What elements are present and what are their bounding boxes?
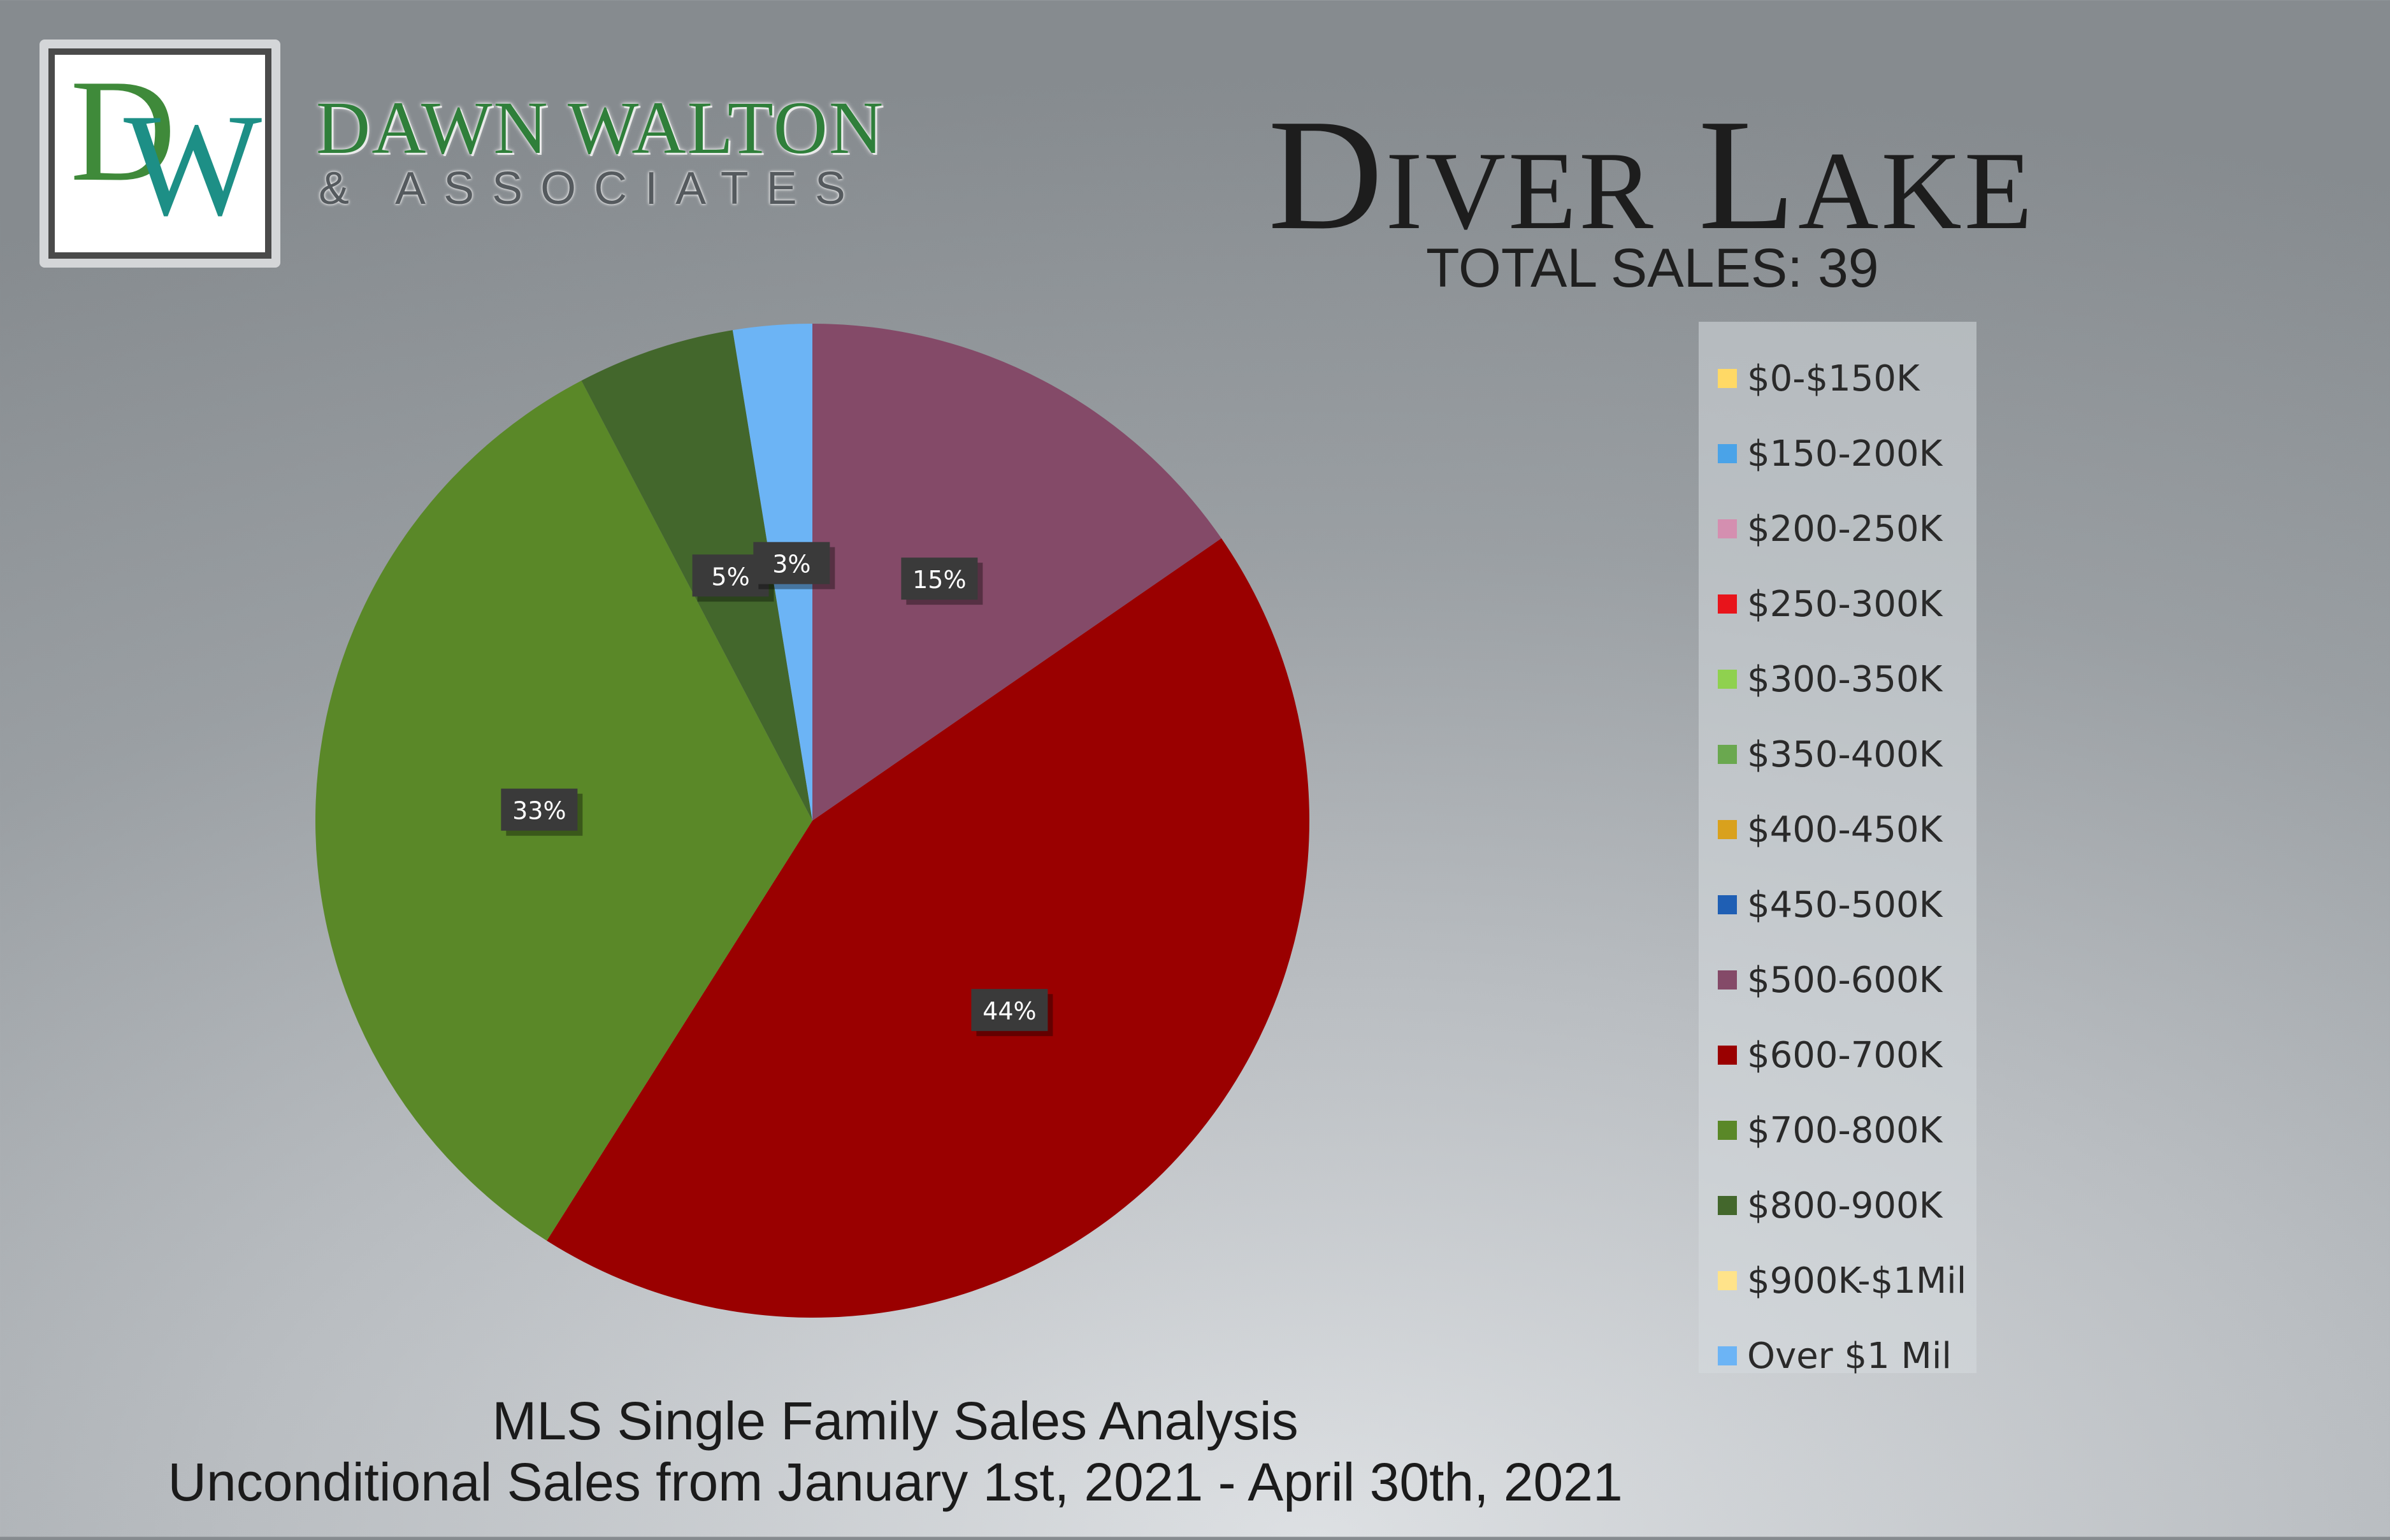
brand-name: DAWN WALTON (316, 86, 885, 169)
legend-item-250-300k: $250-300K (1699, 566, 1976, 642)
legend-item-800-900k: $800-900K (1699, 1168, 1976, 1243)
legend-item-900k-1mil: $900K-$1Mil (1699, 1243, 1976, 1318)
legend-label: $500-600K (1747, 959, 1943, 1001)
total-sales: TOTAL SALES: 39 (1426, 238, 1879, 299)
legend-swatch (1718, 1346, 1737, 1365)
legend-item-0-150k: $0-$150K (1699, 341, 1976, 416)
legend-item-600-700k: $600-700K (1699, 1018, 1976, 1093)
footer-title: MLS Single Family Sales Analysis (492, 1391, 1299, 1451)
legend-swatch (1718, 519, 1737, 538)
legend-item-200-250k: $200-250K (1699, 491, 1976, 566)
legend-item-450-500k: $450-500K (1699, 867, 1976, 942)
legend-label: $200-250K (1747, 508, 1943, 550)
legend-item-700-800k: $700-800K (1699, 1093, 1976, 1168)
legend-swatch (1718, 895, 1737, 914)
data-label-text: 5% (711, 563, 749, 591)
legend-swatch (1718, 594, 1737, 614)
footer-subtitle: Unconditional Sales from January 1st, 20… (168, 1452, 1623, 1512)
legend-label: $150-200K (1747, 433, 1943, 475)
data-label-text: 3% (772, 551, 810, 579)
legend-label: $900K-$1Mil (1747, 1260, 1967, 1302)
legend-swatch (1718, 670, 1737, 689)
legend-swatch (1718, 1196, 1737, 1215)
legend-label: $250-300K (1747, 583, 1943, 625)
pie-slice-500-600k (812, 324, 1221, 821)
data-label-text: 44% (983, 997, 1036, 1025)
legend-item-350-400k: $350-400K (1699, 717, 1976, 792)
pie-slice-600-700k (547, 538, 1310, 1318)
data-label-text: 15% (912, 566, 966, 594)
legend-item-300-350k: $300-350K (1699, 642, 1976, 717)
legend-label: $400-450K (1747, 809, 1943, 851)
logo-letter-d: D (70, 49, 176, 212)
legend-item-150-200k: $150-200K (1699, 416, 1976, 491)
legend-label: $300-350K (1747, 658, 1943, 700)
legend-label: $700-800K (1747, 1109, 1943, 1151)
legend-swatch (1718, 369, 1737, 388)
legend-swatch (1718, 444, 1737, 463)
legend-label: $600-700K (1747, 1034, 1943, 1076)
data-label-over-1-mil: 3% (753, 542, 835, 589)
legend-label: $450-500K (1747, 884, 1943, 926)
legend-label: $800-900K (1747, 1184, 1943, 1227)
brand-subtitle: & ASSOCIATES (319, 163, 863, 214)
legend-item-400-450k: $400-450K (1699, 792, 1976, 867)
legend-swatch (1718, 745, 1737, 764)
data-label-500-600k: 15% (901, 558, 983, 605)
legend-item-500-600k: $500-600K (1699, 942, 1976, 1018)
data-label-text: 33% (512, 797, 566, 825)
logo-letter-w: W (124, 83, 263, 246)
data-label-600-700k: 44% (971, 989, 1053, 1037)
legend-swatch (1718, 970, 1737, 989)
page-title: Diver Lake (1268, 87, 2035, 263)
legend-swatch (1718, 1046, 1737, 1065)
legend-label: $0-$150K (1747, 357, 1920, 399)
chart-legend: $0-$150K $150-200K $200-250K $250-300K $300-… (1699, 322, 1976, 1377)
data-label-700-800k: 33% (501, 788, 583, 836)
legend-item-over-1-mil: Over $1 Mil (1699, 1318, 1976, 1393)
logo-monogram: D W (48, 48, 271, 259)
legend-swatch (1718, 820, 1737, 839)
legend-label: Over $1 Mil (1747, 1335, 1952, 1377)
legend-swatch (1718, 1121, 1737, 1140)
legend-label: $350-400K (1747, 733, 1943, 775)
logo-frame: D W (40, 40, 280, 268)
legend-swatch (1718, 1271, 1737, 1290)
